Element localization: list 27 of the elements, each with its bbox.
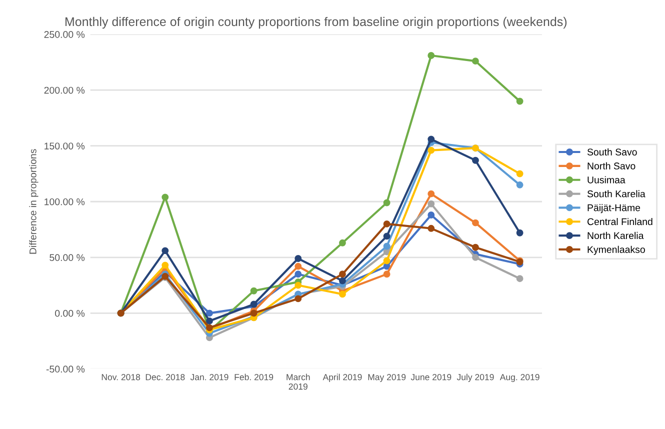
x-tick-label: Jan. 2019 [190,374,228,380]
x-tick-label: March 2019 [286,374,310,390]
y-tick-label: -50.00 % [46,366,85,373]
y-tick-label: 50.00 % [50,254,85,262]
y-tick-label: 100.00 % [44,198,85,206]
y-tick-label: 200.00 % [44,86,85,94]
x-tick-label: Feb. 2019 [234,374,274,380]
legend-label: Uusimaa [588,176,626,184]
y-tick-label: 150.00 % [44,142,85,150]
y-axis-title: Difference in proportions [29,149,38,254]
y-tick-label: 0.00 % [55,310,85,317]
x-tick-label: Dec. 2018 [146,374,185,380]
x-tick-label: Aug. 2019 [500,374,540,382]
x-tick-label: April 2019 [322,374,362,382]
legend-label: South Savo [587,148,637,156]
x-tick-label: July 2019 [456,374,494,382]
x-tick-label: Nov. 2018 [102,374,140,380]
x-tick-label: May 2019 [368,374,406,382]
x-tick-label: June 2019 [410,374,452,380]
legend-label: South Karelia [587,190,646,198]
chart-title: Monthly difference of origin county proportions from baseline origin proportions (weekends) [66,16,567,29]
legend-label: Central Finland [587,218,652,226]
y-tick-label: 250.00 % [44,31,85,38]
legend-label: Päijät-Häme [588,204,640,214]
legend-label: North Savo [588,162,636,170]
legend-label: North Karelia [588,232,644,240]
legend-label: Kymenlaakso [588,246,645,255]
